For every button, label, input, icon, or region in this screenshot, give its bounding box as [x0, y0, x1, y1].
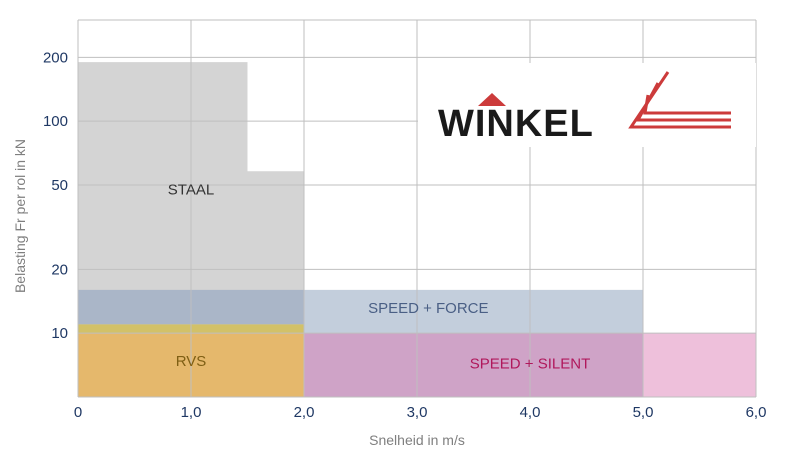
x-tick-label-4: 4,0 [520, 404, 541, 421]
region-5 [304, 333, 643, 397]
y-tick-label-3: 100 [43, 113, 68, 130]
x-tick-label-0: 0 [74, 404, 82, 421]
winkel-logo: WINKEL [418, 63, 756, 147]
logo-stripe-2 [643, 94, 731, 115]
y-tick-label-1: 20 [51, 261, 68, 278]
x-tick-label-3: 3,0 [407, 404, 428, 421]
logo-a-triangle-icon [478, 93, 506, 106]
y-axis-title: Belasting Fr per rol in kN [12, 139, 28, 293]
region-6 [643, 333, 756, 397]
x-tick-label-5: 5,0 [633, 404, 654, 421]
region-label-0: STAAL [168, 182, 214, 199]
region-label-1: SPEED + FORCE [368, 300, 488, 317]
x-tick-label-1: 1,0 [181, 404, 202, 421]
region-label-5: SPEED + SILENT [470, 356, 590, 373]
x-axis-ticks: 0 1,0 2,0 3,0 4,0 5,0 6,0 [74, 404, 767, 421]
region-1 [304, 289, 643, 334]
y-tick-label-4: 200 [43, 49, 68, 66]
y-axis-ticks: 10 20 50 100 200 [43, 49, 68, 342]
y-tick-label-2: 50 [51, 177, 68, 194]
x-axis-title: Snelheid in m/s [369, 432, 465, 448]
logo-stripe-1 [635, 82, 731, 122]
logo-wordmark: WINKEL [438, 103, 594, 145]
logo-background [418, 63, 756, 147]
x-tick-label-2: 2,0 [294, 404, 315, 421]
region-labels: STAAL SPEED + FORCE RVS SPEED + SILENT [168, 182, 590, 373]
region-label-4: RVS [176, 353, 207, 370]
y-tick-label-0: 10 [51, 325, 68, 342]
x-tick-label-6: 6,0 [746, 404, 767, 421]
logo-stripes-icon [628, 71, 731, 129]
grid-lines [77, 19, 757, 398]
